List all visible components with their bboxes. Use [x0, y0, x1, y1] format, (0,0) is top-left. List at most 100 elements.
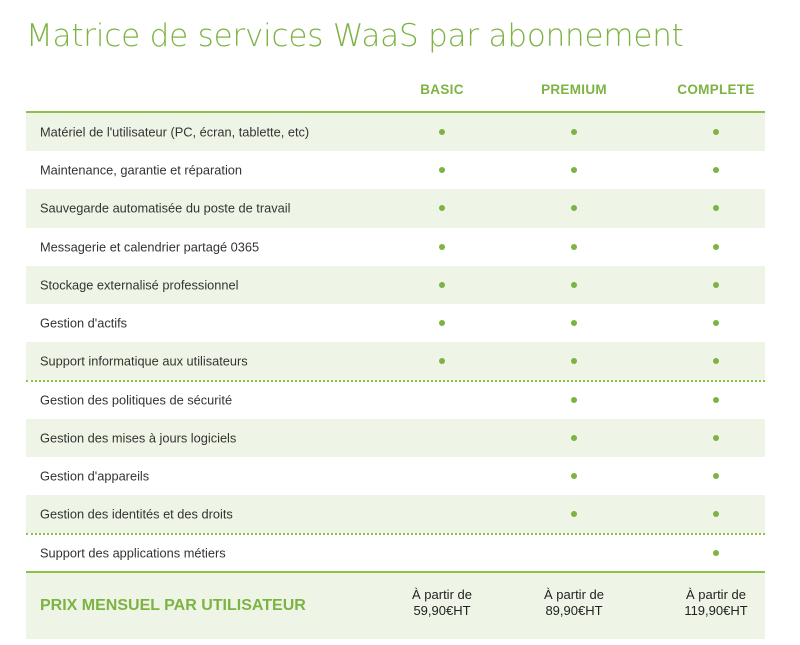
included-dot-icon: [439, 320, 445, 327]
included-dot-icon: [439, 167, 445, 174]
included-basic-cell: [382, 189, 502, 227]
row-label: Gestion des identités et des droits: [40, 506, 233, 522]
included-dot-icon: [713, 397, 719, 404]
row-label: Stockage externalisé professionnel: [40, 277, 239, 293]
price-premium: À partir de 89,90€HT: [514, 587, 634, 619]
table-row: Sauvegarde automatisée du poste de trava…: [26, 189, 765, 228]
column-header-complete: COMPLETE: [677, 82, 755, 97]
included-dot-icon: [571, 434, 577, 441]
price-value: 119,90€HT: [684, 603, 748, 619]
row-label: Matériel de l'utilisateur (PC, écran, ta…: [40, 124, 310, 140]
table-row: Gestion des mises à jours logiciels: [26, 418, 765, 457]
row-label: Support informatique aux utilisateurs: [40, 353, 248, 369]
included-dot-icon: [439, 358, 445, 365]
row-label: Support des applications métiers: [40, 545, 226, 561]
included-dot-icon: [571, 397, 577, 404]
included-complete-cell: [656, 457, 776, 495]
row-label: Messagerie et calendrier partagé 0365: [40, 239, 260, 255]
included-dot-icon: [713, 129, 719, 136]
included-premium-cell: [514, 266, 634, 304]
price-prefix: À partir de: [544, 587, 604, 603]
included-premium-cell: [514, 419, 634, 457]
table-row: Gestion des politiques de sécurité: [26, 380, 765, 418]
price-prefix: À partir de: [686, 587, 746, 603]
included-premium-cell: [514, 228, 634, 266]
table-row: Maintenance, garantie et réparation: [26, 151, 765, 189]
included-dot-icon: [713, 205, 719, 212]
included-complete-cell: [656, 228, 776, 266]
included-complete-cell: [656, 304, 776, 342]
included-complete-cell: [656, 189, 776, 227]
row-label: Gestion d'actifs: [40, 315, 128, 331]
included-dot-icon: [713, 281, 719, 288]
included-dot-icon: [571, 472, 577, 479]
table-row: Messagerie et calendrier partagé 0365: [26, 228, 765, 266]
included-dot-icon: [713, 358, 719, 365]
included-dot-icon: [713, 472, 719, 479]
included-complete-cell: [656, 495, 776, 533]
included-complete-cell: [656, 151, 776, 189]
included-premium-cell: [514, 113, 634, 151]
included-complete-cell: [656, 342, 776, 380]
included-dot-icon: [713, 320, 719, 327]
table-row: Stockage externalisé professionnel: [26, 265, 765, 304]
included-dot-icon: [571, 320, 577, 327]
included-dot-icon: [439, 281, 445, 288]
column-header-basic: BASIC: [420, 82, 464, 97]
row-label: Maintenance, garantie et réparation: [40, 162, 243, 178]
column-header-premium: PREMIUM: [541, 82, 607, 97]
included-complete-cell: [656, 113, 776, 151]
table-body: Matériel de l'utilisateur (PC, écran, ta…: [26, 113, 765, 571]
service-matrix: BASIC PREMIUM COMPLETE Matériel de l'uti…: [26, 72, 765, 640]
price-label: PRIX MENSUEL PAR UTILISATEUR: [40, 597, 306, 615]
included-dot-icon: [571, 243, 577, 250]
included-complete-cell: [656, 535, 776, 571]
included-premium-cell: [514, 342, 634, 380]
included-premium-cell: [514, 457, 634, 495]
included-dot-icon: [571, 281, 577, 288]
table-row: Gestion des identités et des droits: [26, 494, 765, 534]
included-dot-icon: [571, 205, 577, 212]
price-basic: À partir de 59,90€HT: [382, 587, 502, 619]
included-dot-icon: [713, 167, 719, 174]
included-dot-icon: [439, 205, 445, 212]
included-basic-cell: [382, 304, 502, 342]
included-basic-cell: [382, 113, 502, 151]
included-dot-icon: [571, 167, 577, 174]
price-complete: À partir de 119,90€HT: [656, 587, 776, 619]
table-row: Gestion d'appareils: [26, 457, 765, 495]
included-basic-cell: [382, 342, 502, 380]
row-label: Gestion des politiques de sécurité: [40, 392, 233, 408]
table-row: Support des applications métiers: [26, 533, 765, 571]
included-premium-cell: [514, 382, 634, 418]
price-row: PRIX MENSUEL PAR UTILISATEUR À partir de…: [26, 571, 765, 640]
price-prefix: À partir de: [412, 587, 472, 603]
included-premium-cell: [514, 151, 634, 189]
included-dot-icon: [713, 510, 719, 517]
table-row: Matériel de l'utilisateur (PC, écran, ta…: [26, 113, 765, 152]
price-value: 59,90€HT: [413, 603, 471, 619]
included-complete-cell: [656, 419, 776, 457]
included-dot-icon: [713, 550, 719, 557]
table-header: BASIC PREMIUM COMPLETE: [26, 72, 765, 113]
included-premium-cell: [514, 495, 634, 533]
included-dot-icon: [571, 510, 577, 517]
included-dot-icon: [571, 129, 577, 136]
table-row: Support informatique aux utilisateurs: [26, 342, 765, 381]
row-label: Gestion d'appareils: [40, 468, 150, 484]
included-dot-icon: [571, 358, 577, 365]
included-dot-icon: [439, 243, 445, 250]
row-label: Sauvegarde automatisée du poste de trava…: [40, 200, 291, 216]
included-basic-cell: [382, 151, 502, 189]
included-premium-cell: [514, 189, 634, 227]
included-complete-cell: [656, 382, 776, 418]
included-basic-cell: [382, 228, 502, 266]
included-complete-cell: [656, 266, 776, 304]
included-basic-cell: [382, 266, 502, 304]
row-label: Gestion des mises à jours logiciels: [40, 430, 237, 446]
page-title: Matrice de services WaaS par abonnement: [26, 18, 684, 54]
table-row: Gestion d'actifs: [26, 304, 765, 342]
included-premium-cell: [514, 304, 634, 342]
included-dot-icon: [713, 243, 719, 250]
included-dot-icon: [439, 129, 445, 136]
